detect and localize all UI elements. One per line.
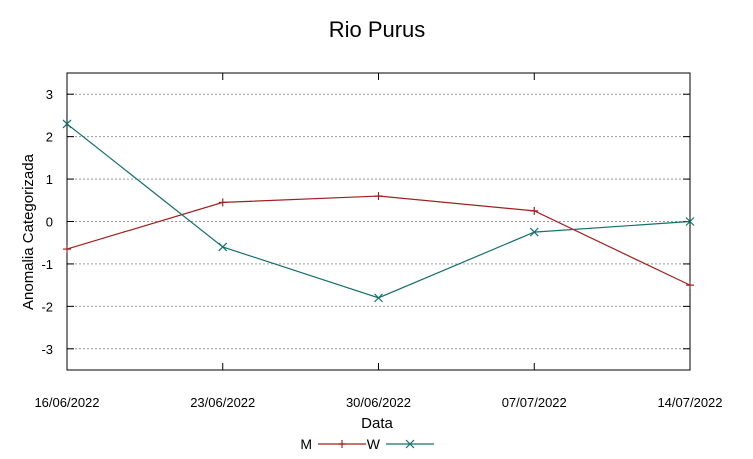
x-tick-label: 23/06/2022: [190, 395, 255, 410]
y-tick-label: 1: [46, 172, 53, 187]
legend-label-m: M: [300, 436, 312, 452]
data-point-w: [374, 293, 383, 303]
y-tick-label: -3: [41, 342, 53, 357]
series-w: [62, 119, 695, 303]
data-point-w: [218, 242, 228, 252]
series-layer: [62, 119, 695, 303]
y-tick-label: -2: [41, 299, 53, 314]
y-tick-label: -1: [41, 257, 53, 272]
x-tick-label: 30/06/2022: [346, 395, 411, 410]
series-line-w: [66, 123, 691, 299]
data-point-w: [529, 227, 539, 237]
data-point-w: [685, 217, 695, 226]
legend-label-w: W: [367, 436, 381, 452]
y-axis-label: Anomalia Categorizada: [20, 153, 37, 310]
y-tick-label: 0: [46, 215, 53, 230]
series-m: [63, 192, 694, 290]
axis-ticks: 3 2 1 0 -1 -2 -3 16/06/2022 23/06/2022 30/06/2022…: [34, 73, 723, 410]
chart-title: Rio Purus: [329, 17, 426, 42]
y-tick-label: 3: [46, 87, 53, 102]
data-point-w: [62, 119, 72, 129]
y-tick-label: 2: [46, 130, 53, 145]
x-tick-label: 14/07/2022: [657, 395, 722, 410]
legend-marker-w: [405, 439, 415, 449]
x-axis-label: Data: [361, 415, 393, 432]
series-line-m: [66, 195, 691, 286]
x-tick-label: 07/07/2022: [502, 395, 567, 410]
x-tick-label: 16/06/2022: [34, 395, 99, 410]
